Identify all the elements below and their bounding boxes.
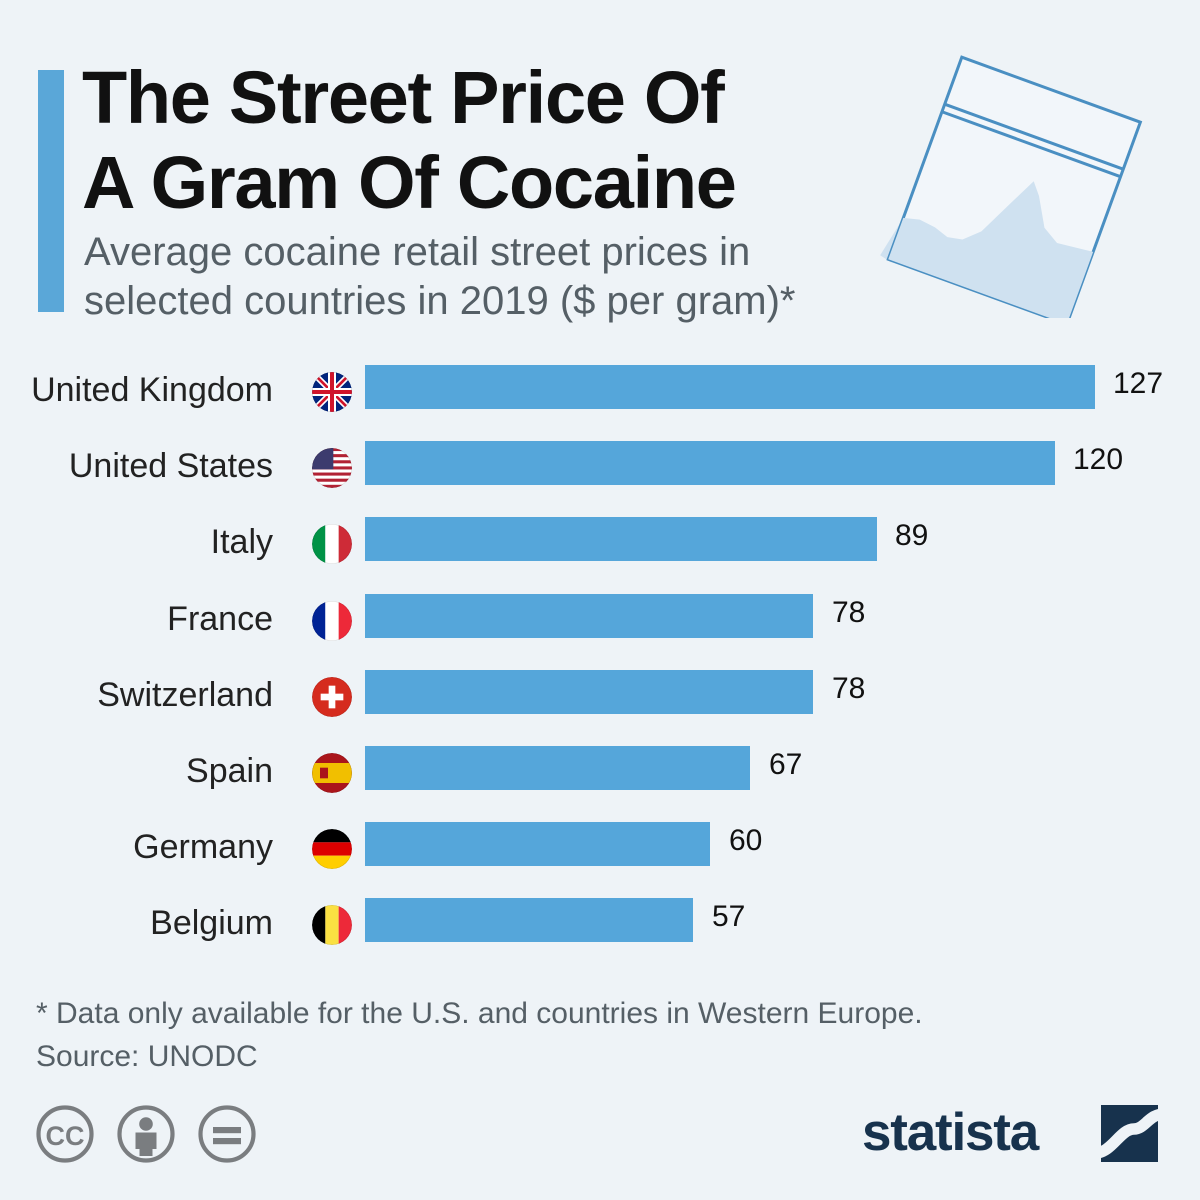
svg-text:CC: CC — [46, 1121, 85, 1151]
svg-text:statista: statista — [862, 1104, 1040, 1162]
